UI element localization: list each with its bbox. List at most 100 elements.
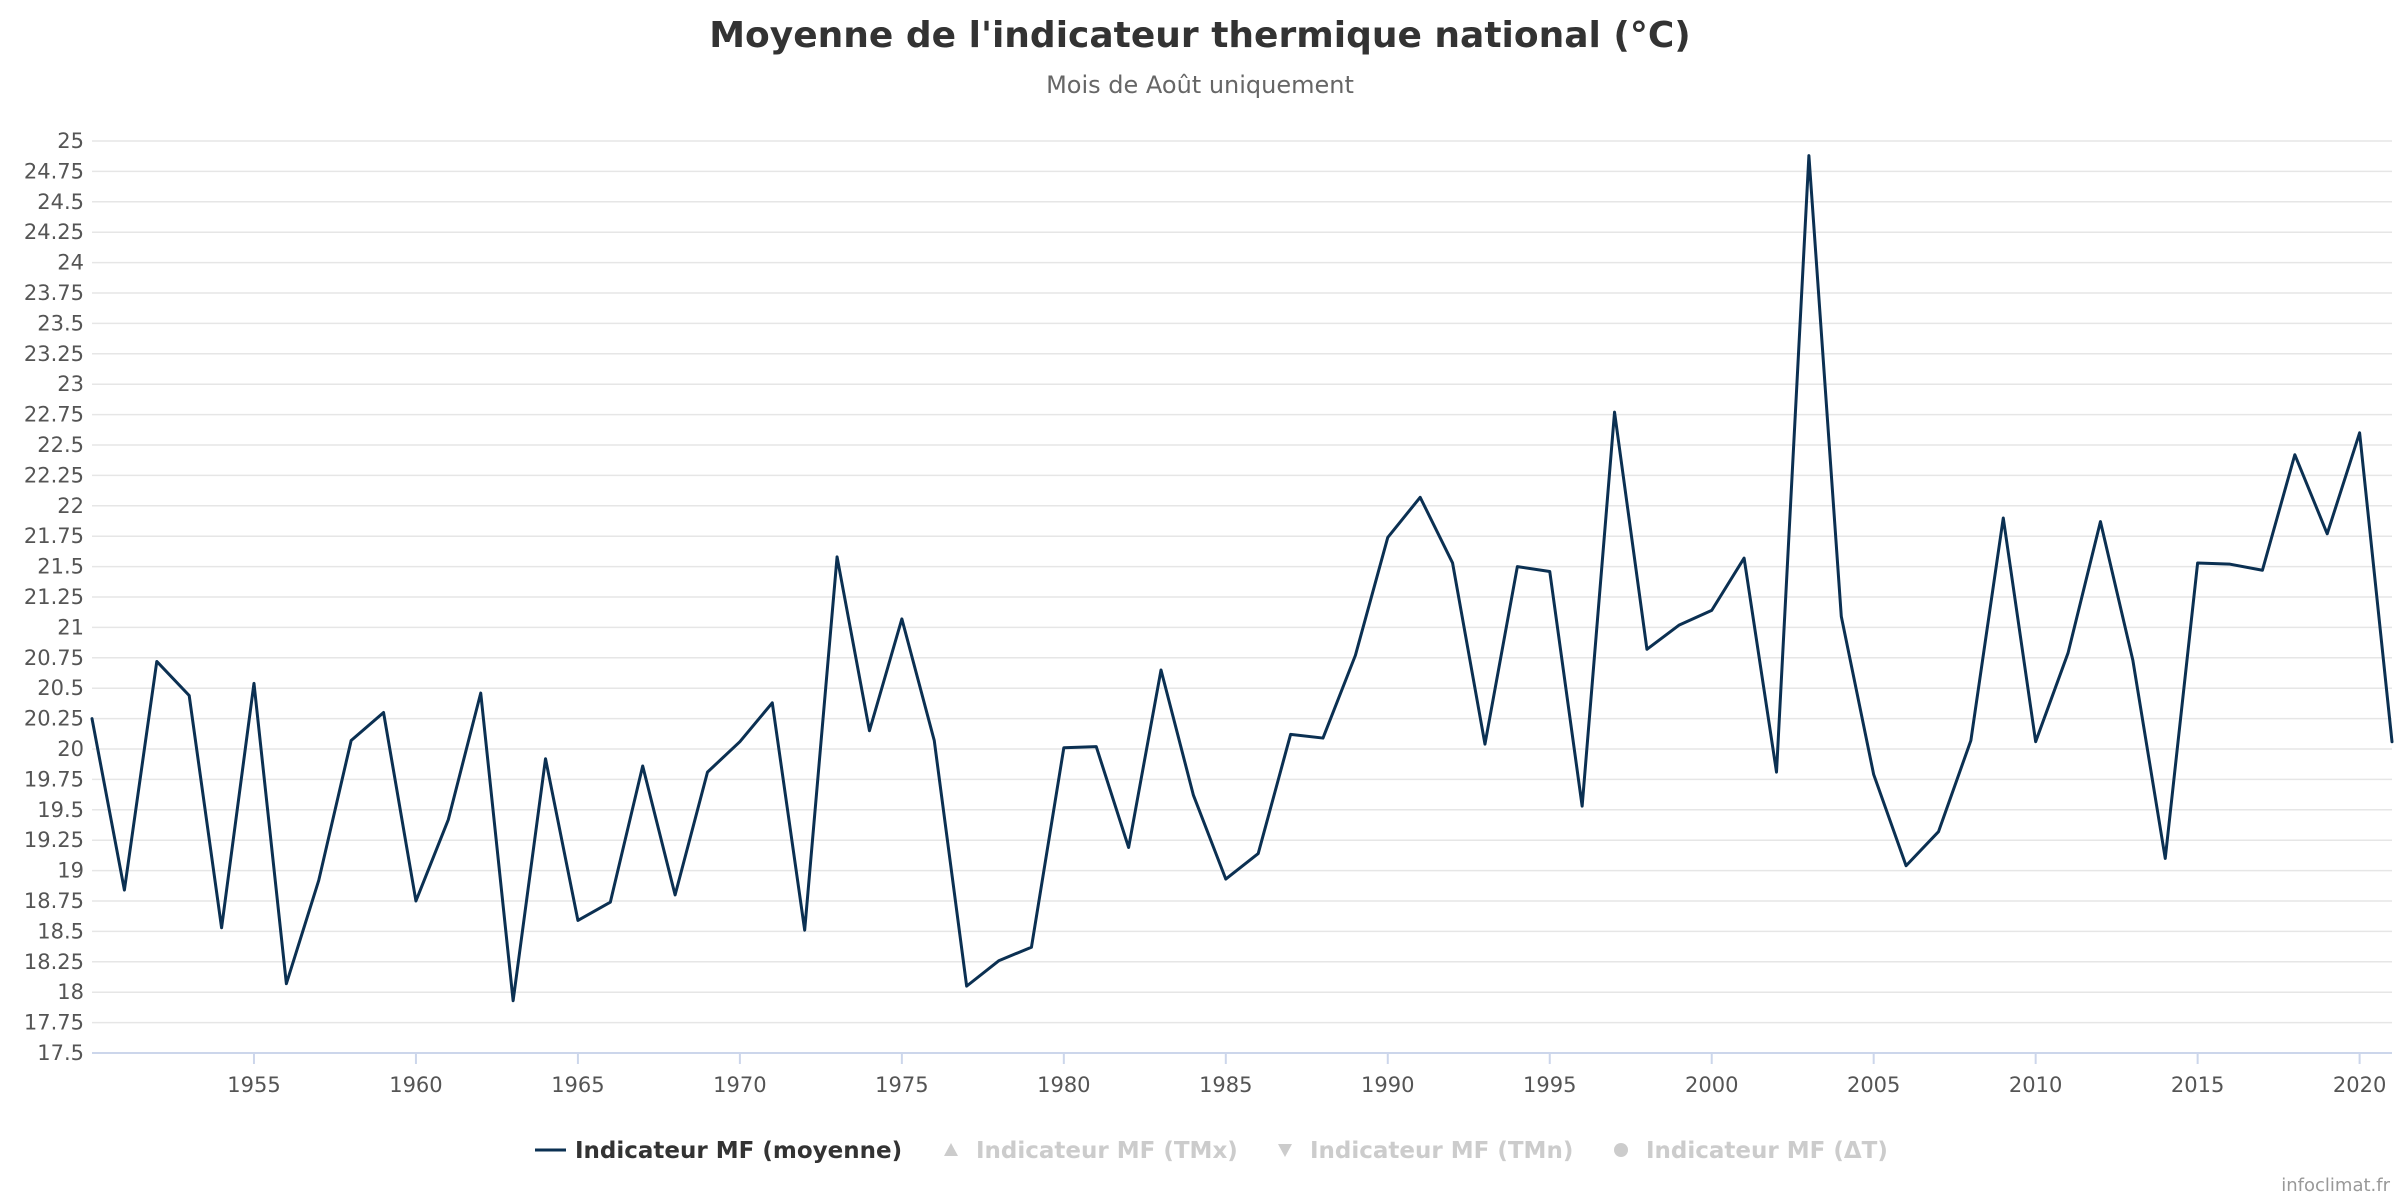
data-point[interactable]	[1965, 734, 1977, 746]
x-tick-label: 2020	[2333, 1073, 2386, 1097]
data-point[interactable]	[896, 613, 908, 625]
legend-item[interactable]: Indicateur MF (moyenne)	[535, 1138, 902, 1164]
data-point[interactable]	[1220, 873, 1232, 885]
data-point[interactable]	[2386, 736, 2398, 748]
data-point[interactable]	[1155, 664, 1167, 676]
x-tick-label: 2015	[2171, 1073, 2224, 1097]
data-point[interactable]	[1187, 789, 1199, 801]
data-point[interactable]	[183, 690, 195, 702]
data-point[interactable]	[118, 884, 130, 896]
series-layer	[86, 150, 2398, 1007]
data-point[interactable]	[1932, 826, 1944, 838]
data-point[interactable]	[1123, 842, 1135, 854]
y-tick-label: 20	[57, 737, 84, 761]
data-point[interactable]	[507, 995, 519, 1007]
data-point[interactable]	[2094, 516, 2106, 528]
data-point[interactable]	[248, 677, 260, 689]
data-point[interactable]	[2159, 852, 2171, 864]
data-point[interactable]	[604, 896, 616, 908]
data-point[interactable]	[1285, 728, 1297, 740]
data-point[interactable]	[2321, 528, 2333, 540]
data-point[interactable]	[86, 713, 98, 725]
data-point[interactable]	[637, 760, 649, 772]
data-point[interactable]	[1609, 406, 1621, 418]
series-line-moyenne[interactable]	[90, 154, 2394, 1003]
data-point[interactable]	[1447, 557, 1459, 569]
data-point[interactable]	[1771, 766, 1783, 778]
x-axis-labels: 1955 1960 1965 1970 1975 1980 1985 1990 1995 2000…	[227, 1053, 2386, 1097]
data-point[interactable]	[831, 551, 843, 563]
data-point[interactable]	[1706, 604, 1718, 616]
data-point[interactable]	[313, 874, 325, 886]
data-point[interactable]	[1414, 491, 1426, 503]
data-point[interactable]	[2127, 654, 2139, 666]
y-tick-label: 25	[57, 129, 84, 153]
data-point[interactable]	[799, 924, 811, 936]
y-tick-label: 20.25	[24, 707, 84, 731]
data-point[interactable]	[410, 895, 422, 907]
data-point[interactable]	[1349, 649, 1361, 661]
data-point[interactable]	[993, 955, 1005, 967]
data-point[interactable]	[345, 734, 357, 746]
x-tick-label: 2000	[1685, 1073, 1738, 1097]
data-point[interactable]	[701, 766, 713, 778]
legend-label: Indicateur MF (moyenne)	[575, 1138, 902, 1164]
legend-item[interactable]: Indicateur MF (TMx)	[944, 1138, 1238, 1164]
data-point[interactable]	[2192, 557, 2204, 569]
data-point[interactable]	[2256, 564, 2268, 576]
data-point[interactable]	[766, 697, 778, 709]
x-tick-label: 1980	[1037, 1073, 1090, 1097]
data-point[interactable]	[1090, 741, 1102, 753]
data-point[interactable]	[1738, 552, 1750, 564]
legend-label: Indicateur MF (TMx)	[976, 1138, 1238, 1164]
data-point[interactable]	[1900, 860, 1912, 872]
data-point[interactable]	[2030, 736, 2042, 748]
data-point[interactable]	[540, 753, 552, 765]
data-point[interactable]	[928, 734, 940, 746]
data-point[interactable]	[2289, 449, 2301, 461]
data-point[interactable]	[1544, 565, 1556, 577]
y-tick-label: 18	[57, 980, 84, 1004]
data-point[interactable]	[1673, 619, 1685, 631]
data-point[interactable]	[2062, 647, 2074, 659]
chart-subtitle: Mois de Août uniquement	[1046, 71, 1354, 99]
x-tick-label: 1990	[1361, 1073, 1414, 1097]
y-tick-label: 21.5	[37, 555, 84, 579]
data-point[interactable]	[734, 736, 746, 748]
legend-item[interactable]: Indicateur MF (ΔT)	[1614, 1138, 1888, 1164]
data-point[interactable]	[442, 814, 454, 826]
data-point[interactable]	[1868, 769, 1880, 781]
data-point[interactable]	[1641, 643, 1653, 655]
data-point[interactable]	[669, 889, 681, 901]
data-point[interactable]	[1058, 742, 1070, 754]
data-point[interactable]	[216, 922, 228, 934]
y-tick-label: 22	[57, 494, 84, 518]
x-tick-label: 1960	[389, 1073, 442, 1097]
y-tick-label: 21	[57, 615, 84, 639]
data-point[interactable]	[1382, 531, 1394, 543]
legend-label: Indicateur MF (ΔT)	[1646, 1138, 1888, 1164]
data-point[interactable]	[1317, 732, 1329, 744]
data-point[interactable]	[2354, 427, 2366, 439]
data-point[interactable]	[151, 655, 163, 667]
data-point[interactable]	[1803, 150, 1815, 162]
y-tick-label: 24.25	[24, 220, 84, 244]
data-point[interactable]	[1835, 610, 1847, 622]
data-point[interactable]	[1479, 738, 1491, 750]
data-point[interactable]	[2224, 558, 2236, 570]
data-point[interactable]	[863, 725, 875, 737]
triangle-down-icon	[1278, 1144, 1292, 1157]
data-point[interactable]	[1576, 800, 1588, 812]
data-point[interactable]	[961, 980, 973, 992]
data-point[interactable]	[475, 687, 487, 699]
data-point[interactable]	[572, 914, 584, 926]
legend-item[interactable]: Indicateur MF (TMn)	[1278, 1138, 1573, 1164]
y-tick-label: 24	[57, 251, 84, 275]
data-point[interactable]	[1025, 941, 1037, 953]
data-point[interactable]	[378, 707, 390, 719]
data-point[interactable]	[280, 978, 292, 990]
data-point[interactable]	[1511, 561, 1523, 573]
credit-text[interactable]: infoclimat.fr	[2281, 1175, 2390, 1196]
data-point[interactable]	[1997, 512, 2009, 524]
data-point[interactable]	[1252, 848, 1264, 860]
